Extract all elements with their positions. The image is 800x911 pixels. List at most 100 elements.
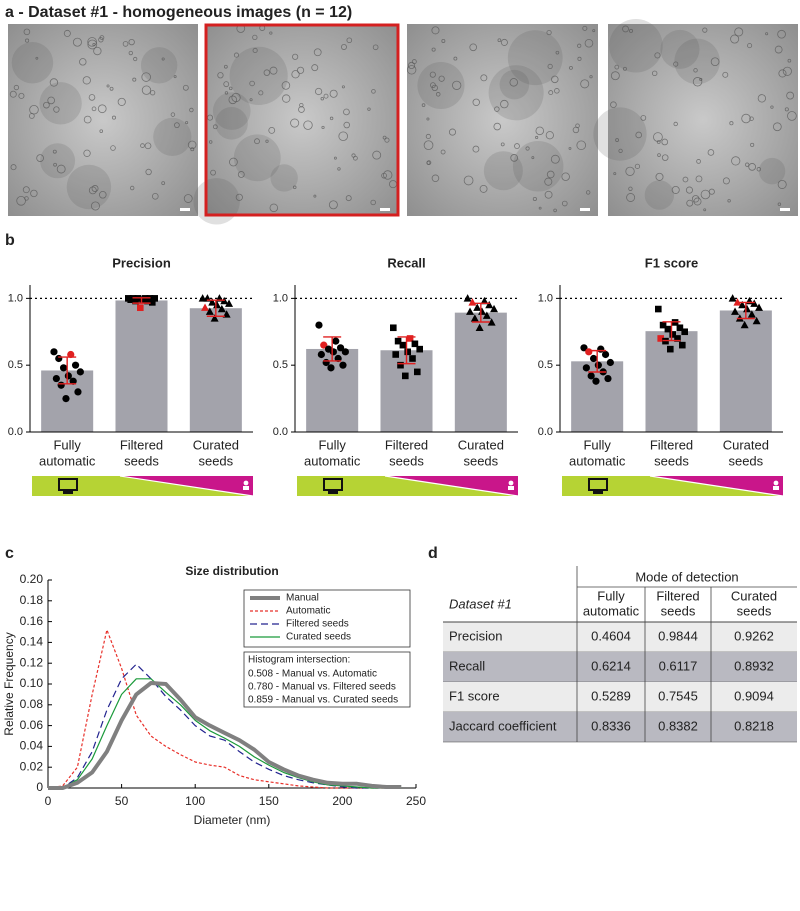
particle bbox=[550, 154, 560, 164]
particle bbox=[311, 64, 319, 72]
scale-bar bbox=[380, 208, 390, 211]
computer-stand bbox=[593, 491, 603, 494]
particle bbox=[110, 145, 116, 151]
particle bbox=[551, 75, 559, 84]
particle bbox=[472, 145, 480, 153]
data-point bbox=[582, 364, 590, 372]
particle bbox=[786, 91, 795, 100]
particle bbox=[182, 84, 189, 91]
particle bbox=[722, 177, 730, 185]
panel-label: d bbox=[428, 545, 438, 562]
particle bbox=[553, 208, 557, 213]
data-point bbox=[76, 368, 84, 376]
micrograph bbox=[8, 24, 198, 216]
particle bbox=[329, 116, 334, 121]
data-point bbox=[655, 305, 662, 313]
x-tick-label: seeds bbox=[389, 453, 424, 468]
particle bbox=[686, 199, 694, 207]
data-point bbox=[127, 296, 134, 303]
micrograph bbox=[406, 24, 598, 216]
x-tick-label: seeds bbox=[124, 453, 159, 468]
shadow bbox=[483, 151, 523, 191]
particle bbox=[79, 58, 87, 66]
data-point bbox=[466, 307, 475, 315]
particle bbox=[592, 29, 596, 33]
shadow bbox=[233, 134, 281, 182]
particle bbox=[756, 167, 762, 172]
data-point bbox=[659, 321, 667, 329]
error-bar bbox=[323, 336, 342, 362]
particle bbox=[453, 56, 458, 61]
particle bbox=[431, 47, 436, 52]
y-tick-label: 0.02 bbox=[20, 759, 44, 773]
row-label: Jaccard coefficient bbox=[449, 718, 557, 733]
particle bbox=[691, 195, 700, 203]
data-point bbox=[394, 337, 402, 345]
x-tick-label: seeds bbox=[654, 453, 689, 468]
particle bbox=[370, 199, 376, 206]
particle bbox=[170, 112, 176, 117]
x-tick-label: seeds bbox=[728, 453, 763, 468]
particle bbox=[431, 26, 440, 35]
person-icon bbox=[243, 480, 249, 486]
automation-strip bbox=[32, 475, 254, 497]
panel-label: c bbox=[5, 545, 14, 562]
x-tick-label: Filtered bbox=[385, 437, 428, 452]
person-icon bbox=[773, 480, 779, 486]
particle bbox=[91, 106, 97, 112]
shadow bbox=[229, 46, 288, 105]
data-point bbox=[329, 348, 337, 356]
particle bbox=[161, 57, 165, 61]
data-point bbox=[71, 361, 80, 369]
data-point bbox=[738, 300, 747, 309]
particle bbox=[292, 53, 299, 60]
particle bbox=[610, 71, 620, 81]
particle bbox=[228, 95, 238, 105]
table-row-bg bbox=[443, 712, 797, 742]
bar bbox=[719, 310, 772, 432]
table-cell: 0.9262 bbox=[734, 628, 774, 643]
data-point bbox=[463, 294, 472, 302]
automation-strip bbox=[297, 475, 519, 497]
particle bbox=[313, 48, 322, 57]
particle bbox=[282, 94, 291, 103]
particle bbox=[16, 196, 26, 206]
particle bbox=[56, 164, 66, 174]
y-tick-label: 0.0 bbox=[8, 426, 23, 438]
data-point bbox=[416, 345, 423, 353]
particle bbox=[696, 159, 701, 164]
particle bbox=[463, 175, 474, 186]
particle bbox=[757, 94, 767, 103]
particle bbox=[10, 164, 17, 171]
data-point bbox=[594, 361, 602, 369]
particle bbox=[298, 106, 305, 113]
shadow bbox=[40, 143, 76, 179]
particle bbox=[438, 75, 445, 82]
annotation-line: 0.859 - Manual vs. Curated seeds bbox=[248, 695, 398, 706]
particle bbox=[493, 122, 502, 131]
particle bbox=[500, 38, 508, 46]
particle bbox=[269, 203, 279, 213]
particle bbox=[580, 79, 590, 89]
data-point bbox=[402, 372, 409, 380]
x-tick-label: Curated bbox=[193, 437, 239, 452]
legend-label: Filtered seeds bbox=[286, 619, 349, 630]
shadow bbox=[66, 164, 112, 210]
table-cell: 0.4604 bbox=[591, 628, 631, 643]
y-axis-label: Relative Frequency bbox=[2, 632, 16, 735]
particle bbox=[510, 154, 518, 162]
particle bbox=[129, 185, 135, 191]
particle bbox=[469, 43, 478, 52]
particle bbox=[52, 149, 57, 154]
particle bbox=[63, 29, 71, 37]
particle bbox=[233, 52, 240, 58]
particle bbox=[189, 107, 194, 113]
particle bbox=[87, 39, 98, 50]
error-bar bbox=[471, 302, 490, 323]
particle bbox=[695, 175, 703, 183]
particle bbox=[561, 200, 568, 207]
particle bbox=[730, 34, 740, 44]
particle bbox=[328, 200, 338, 210]
column-header: seeds bbox=[737, 603, 772, 618]
data-point bbox=[217, 304, 226, 313]
